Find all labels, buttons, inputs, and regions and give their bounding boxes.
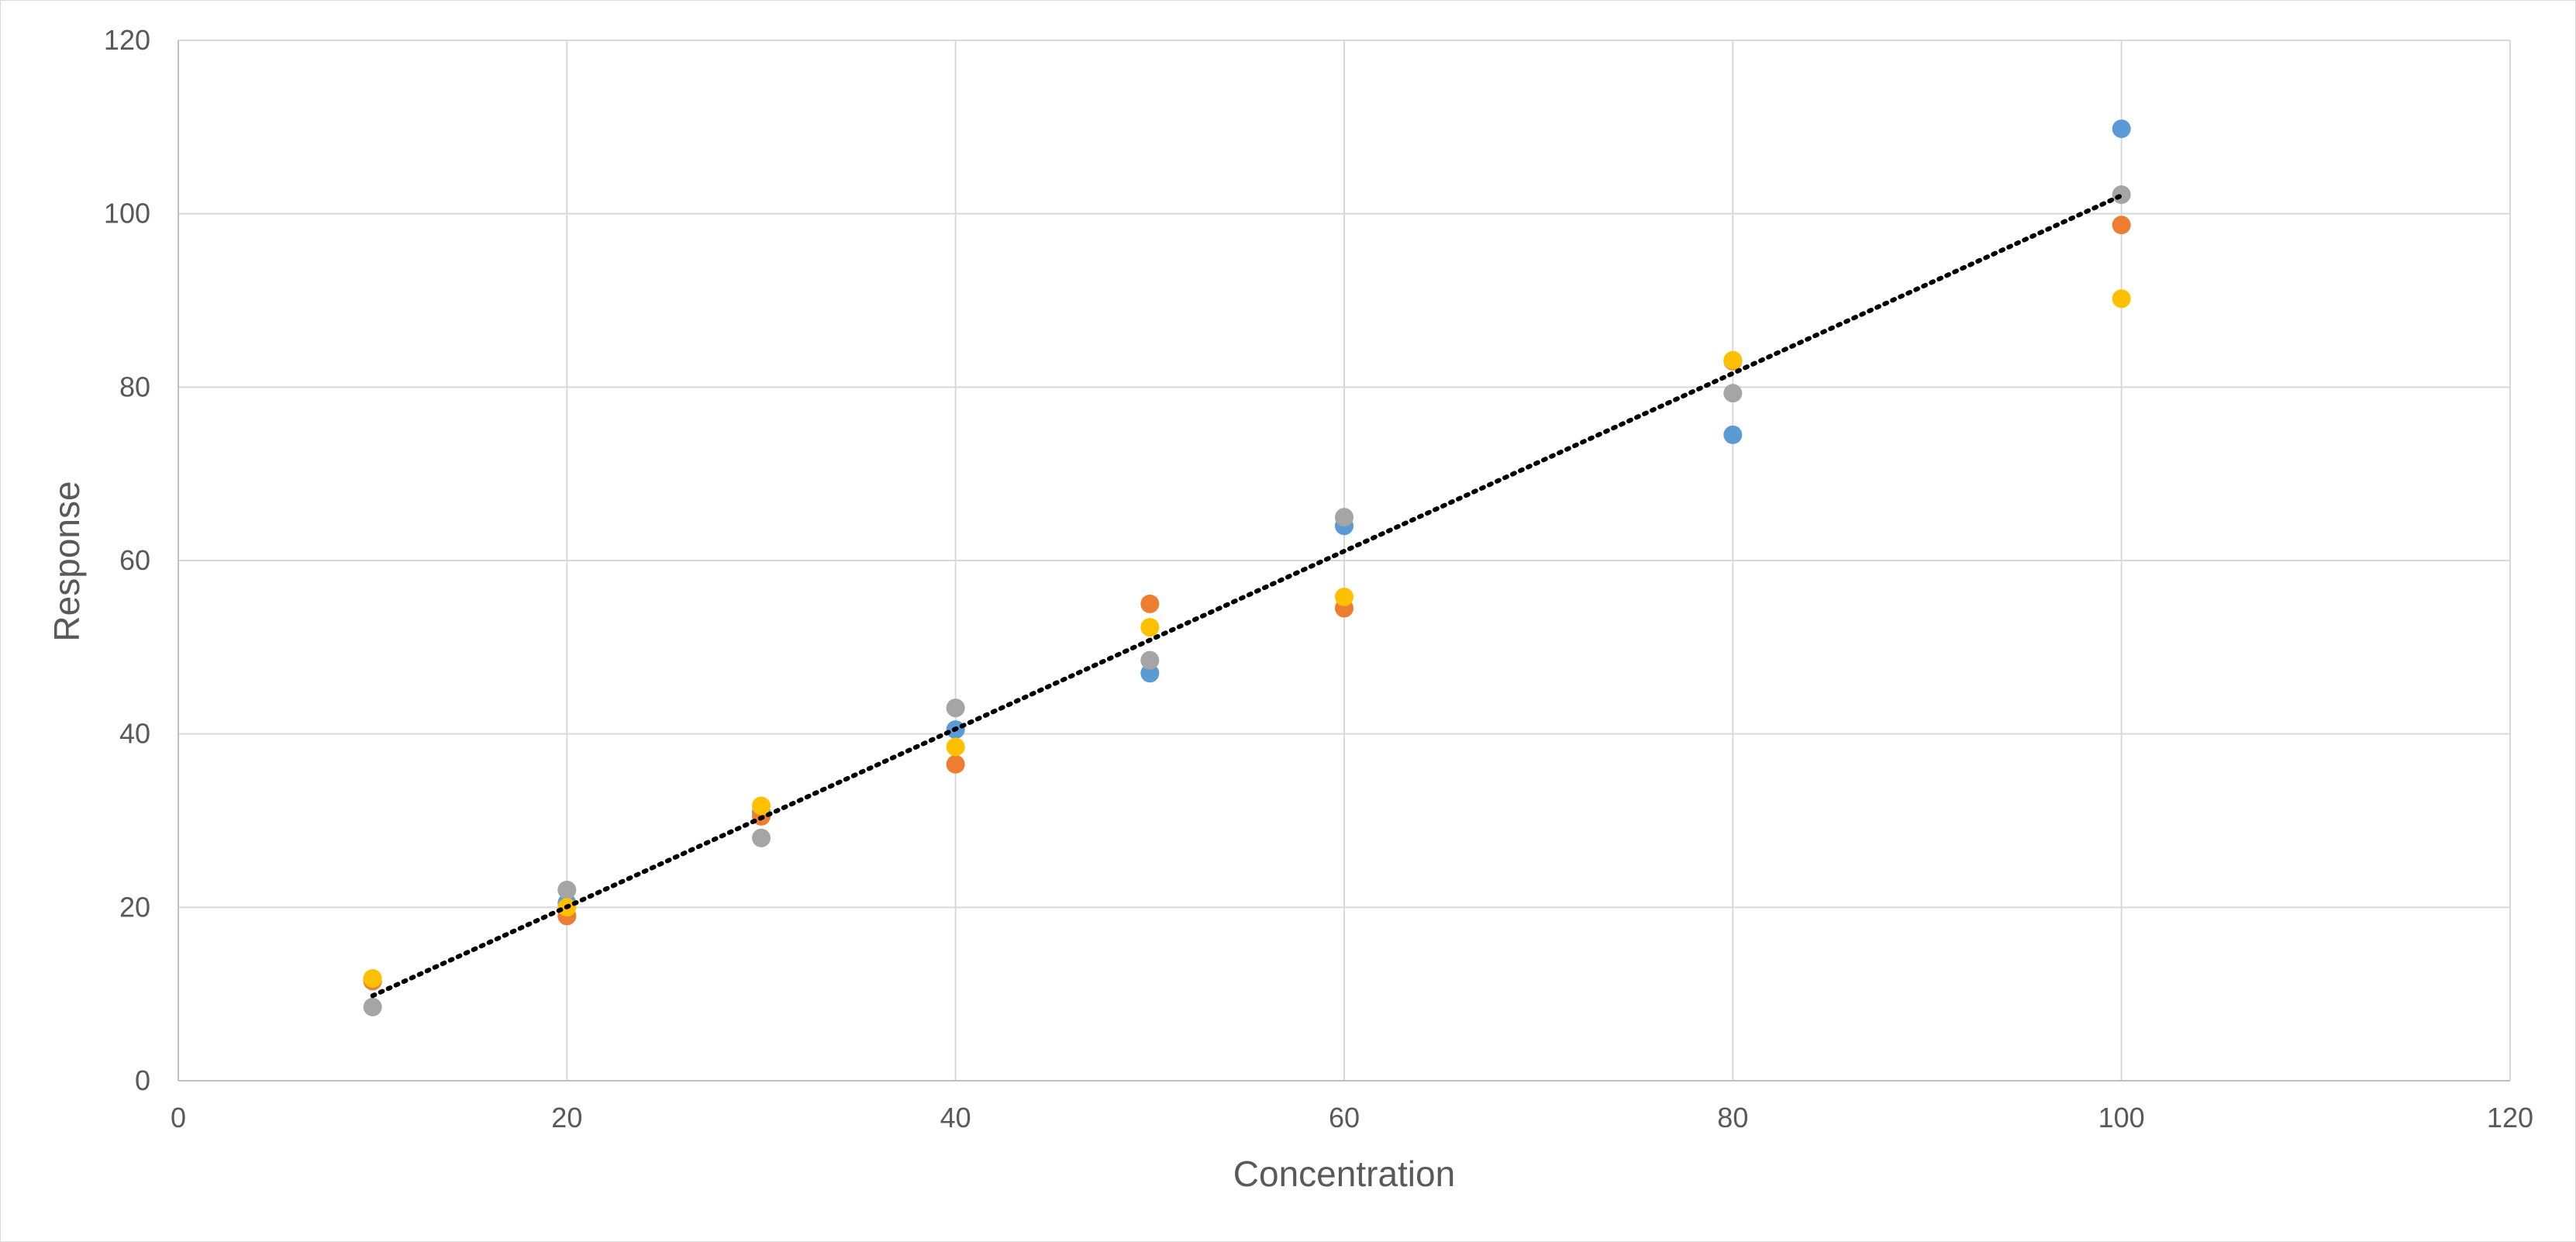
data-point-series-4 [2112, 289, 2131, 309]
data-point-series-4 [946, 737, 965, 757]
x-tick-label: 40 [940, 1102, 971, 1133]
data-point-series-4 [363, 969, 382, 988]
x-tick-label: 60 [1329, 1102, 1360, 1133]
data-point-series-3 [1140, 650, 1160, 670]
x-axis-title: Concentration [1233, 1154, 1455, 1194]
y-tick-label: 40 [119, 718, 150, 750]
data-point-series-3 [752, 828, 771, 847]
axes [178, 40, 2510, 1082]
trendline-group [370, 193, 2124, 999]
data-point-series-1 [1723, 425, 1743, 444]
data-point-series-2 [2112, 216, 2131, 235]
data-point-series-2 [1140, 594, 1160, 613]
y-axis-title: Response [47, 481, 87, 641]
data-point-series-4 [1723, 350, 1743, 370]
x-tick-label: 120 [2487, 1102, 2533, 1133]
y-tick-label: 0 [135, 1064, 150, 1096]
x-tick-label: 80 [1717, 1102, 1748, 1133]
data-point-series-3 [1723, 384, 1743, 403]
data-point-series-1 [2112, 119, 2131, 139]
data-points [363, 119, 2131, 1016]
data-point-series-3 [1335, 508, 1354, 527]
data-point-series-3 [363, 997, 382, 1016]
data-point-series-1 [1140, 664, 1160, 683]
y-tick-label: 100 [104, 198, 150, 229]
y-tick-label: 80 [119, 371, 150, 402]
x-tick-label: 0 [171, 1102, 186, 1133]
data-point-series-3 [946, 699, 965, 718]
x-tick-label: 20 [551, 1102, 582, 1133]
data-point-series-2 [946, 754, 965, 774]
y-tick-label: 20 [119, 891, 150, 923]
x-tick-label: 100 [2098, 1102, 2145, 1133]
y-tick-label: 60 [119, 544, 150, 576]
data-point-series-4 [1140, 618, 1160, 637]
tick-labels: 0 20 40 60 80 100 120 0 20 40 60 80 100 120 [104, 24, 2533, 1133]
trendline [370, 193, 2124, 999]
data-point-series-3 [2112, 185, 2131, 205]
y-tick-label: 120 [104, 24, 150, 56]
data-point-series-4 [1335, 587, 1354, 606]
data-point-series-3 [557, 880, 577, 899]
data-point-series-4 [752, 796, 771, 816]
